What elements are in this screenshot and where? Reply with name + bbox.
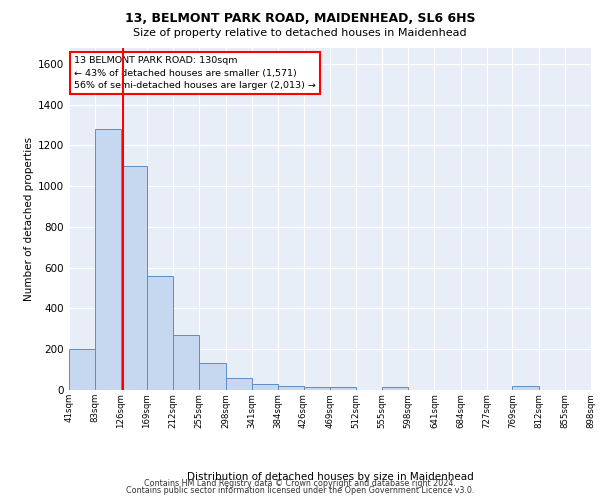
Bar (329, 387, 356, 390)
Text: Contains HM Land Registry data © Crown copyright and database right 2024.: Contains HM Land Registry data © Crown c… (144, 478, 456, 488)
X-axis label: Distribution of detached houses by size in Maidenhead: Distribution of detached houses by size … (187, 472, 473, 482)
Bar (121, 166, 147, 390)
Bar (252, 384, 278, 390)
Y-axis label: Number of detached properties: Number of detached properties (24, 136, 34, 301)
Bar (382, 387, 408, 390)
Text: 13, BELMONT PARK ROAD, MAIDENHEAD, SL6 6HS: 13, BELMONT PARK ROAD, MAIDENHEAD, SL6 6… (125, 12, 475, 26)
Text: Size of property relative to detached houses in Maidenhead: Size of property relative to detached ho… (133, 28, 467, 38)
Bar (147, 276, 173, 390)
Bar (173, 335, 199, 390)
Text: Contains public sector information licensed under the Open Government Licence v3: Contains public sector information licen… (126, 486, 474, 495)
Text: 13 BELMONT PARK ROAD: 130sqm
← 43% of detached houses are smaller (1,571)
56% of: 13 BELMONT PARK ROAD: 130sqm ← 43% of de… (74, 56, 316, 90)
Bar (278, 386, 304, 390)
Bar (304, 387, 329, 390)
Bar (226, 378, 252, 390)
Bar (199, 364, 226, 390)
Bar (69, 349, 95, 390)
Bar (512, 386, 539, 390)
Bar (95, 129, 121, 390)
